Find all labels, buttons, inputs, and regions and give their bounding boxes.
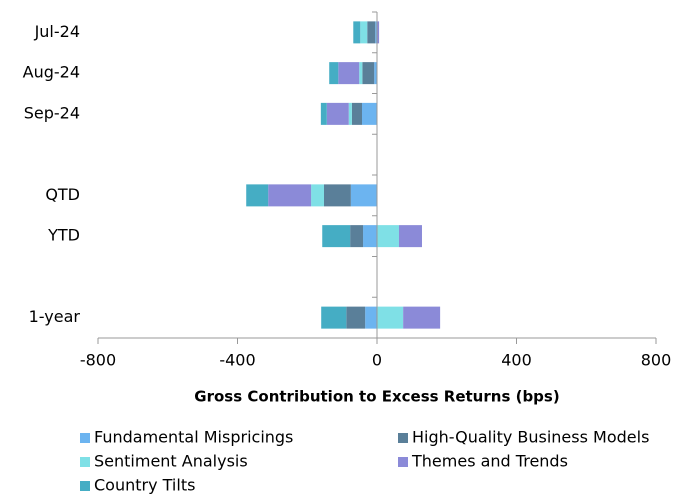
bar-segment — [321, 306, 347, 329]
bar-segment — [375, 21, 377, 44]
bar-segment — [246, 184, 269, 207]
x-tick-label: 800 — [641, 351, 672, 370]
bar-segment — [377, 21, 380, 44]
bar-segment — [351, 102, 363, 125]
y-tick-label: Jul-24 — [34, 22, 80, 41]
legend-label: Themes and Trends — [411, 452, 568, 471]
legend-swatch — [80, 433, 90, 443]
x-tick-label: 400 — [501, 351, 532, 370]
bar-segment — [353, 21, 361, 44]
bar-segment — [323, 184, 351, 207]
y-tick-label: QTD — [45, 185, 80, 204]
bar-segment — [311, 184, 324, 207]
bar-segment — [329, 62, 339, 85]
bar-segment — [362, 62, 375, 85]
bar-segment — [403, 306, 441, 329]
bar-segment — [377, 306, 404, 329]
legend-swatch — [80, 481, 90, 491]
bar-segment — [348, 102, 352, 125]
bar-segment — [360, 21, 368, 44]
bar-segment — [350, 184, 377, 207]
bar-segment — [362, 102, 377, 125]
bar-segment — [346, 306, 366, 329]
bar-segment — [398, 225, 422, 248]
bar-segment — [338, 62, 360, 85]
legend-label: Country Tilts — [94, 476, 195, 495]
legend-label: High-Quality Business Models — [412, 428, 649, 447]
bar-segment — [365, 306, 377, 329]
bar-segment — [320, 102, 327, 125]
y-tick-label: Aug-24 — [23, 63, 80, 82]
legend-swatch — [398, 433, 408, 443]
y-tick-label: Sep-24 — [24, 103, 80, 122]
bar-segment — [367, 21, 376, 44]
x-tick-label: 0 — [372, 351, 382, 370]
x-tick-label: -400 — [219, 351, 255, 370]
y-tick-label: YTD — [47, 226, 80, 245]
bar-segment — [374, 62, 377, 85]
bar-segment — [268, 184, 312, 207]
bar-segment — [377, 225, 399, 248]
legend-label: Fundamental Mispricings — [94, 428, 293, 447]
bar-segment — [363, 225, 377, 248]
legend-label: Sentiment Analysis — [94, 452, 248, 471]
legend-swatch — [398, 457, 408, 467]
bar-segment — [350, 225, 364, 248]
x-tick-label: -800 — [80, 351, 116, 370]
bar-segment — [322, 225, 351, 248]
legend-swatch — [80, 457, 90, 467]
x-axis-title: Gross Contribution to Excess Returns (bp… — [194, 388, 559, 406]
bar-segment — [326, 102, 349, 125]
bar-segment — [359, 62, 363, 85]
y-tick-label: 1-year — [29, 307, 81, 326]
